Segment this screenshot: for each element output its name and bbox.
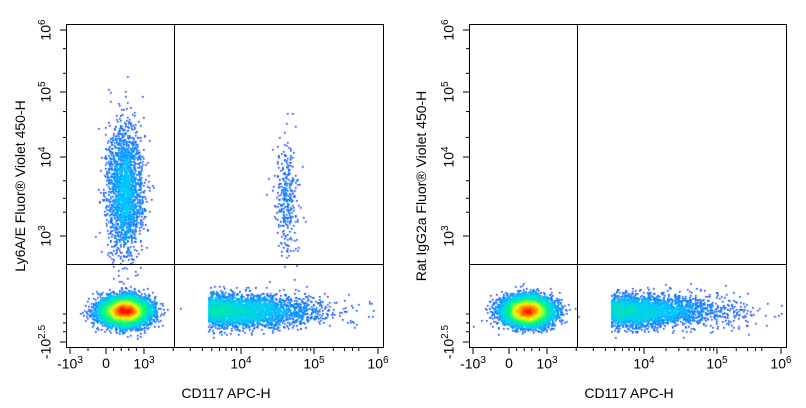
plot-right-x-tick-2: 103 [536,355,558,372]
plot-left-x-tick-0: -103 [57,355,83,372]
plot-left-x-tick-5: 106 [367,355,389,372]
plot-left-gate-vertical [174,25,176,347]
plot-right-frame [469,24,787,348]
plot-left-gate-horizontal [67,264,383,266]
plot-left-x-axis-label: CD117 APC-H [181,385,271,401]
plot-right-dots [470,25,786,347]
plot-left-x-tick-4: 105 [303,355,325,372]
plot-left-frame [66,24,384,348]
plot-right-x-tick-4: 105 [706,355,728,372]
plot-right-x-tick-3: 104 [633,355,655,372]
plot-right-gate-vertical [577,25,579,347]
plot-right-x-axis-label: CD117 APC-H [584,385,674,401]
plot-right-x-tick-0: -103 [460,355,486,372]
plot-left-x-tick-3: 104 [230,355,252,372]
plot-left-dots [67,25,383,347]
plot-right-x-tick-5: 106 [770,355,792,372]
plot-left-x-tick-1: 0 [102,355,110,371]
plot-left-x-tick-2: 103 [133,355,155,372]
plot-right-gate-horizontal [470,264,786,266]
plot-right-x-tick-1: 0 [505,355,513,371]
